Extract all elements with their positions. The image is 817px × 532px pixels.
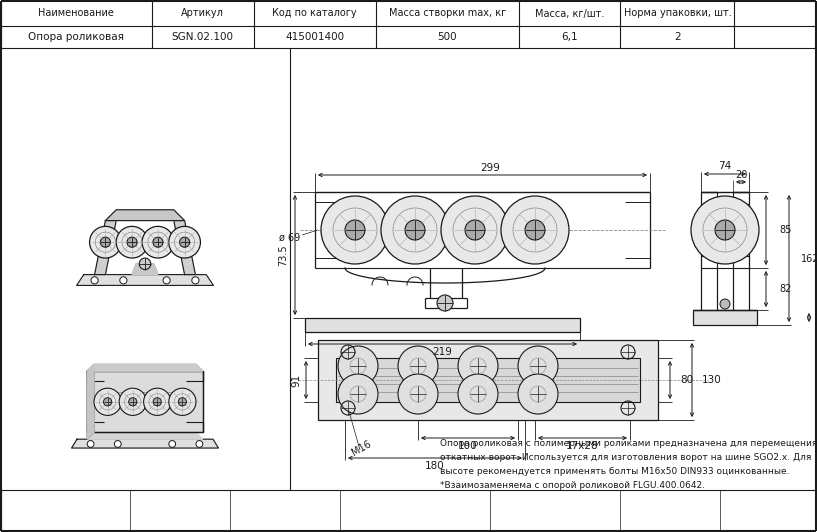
Text: 299: 299 [480,163,500,173]
Circle shape [691,196,759,264]
Circle shape [465,220,485,240]
Circle shape [441,196,509,264]
Circle shape [338,374,378,414]
Circle shape [180,237,190,247]
Polygon shape [95,221,116,275]
Text: Масса, кг/шт.: Масса, кг/шт. [535,9,604,19]
Text: 219: 219 [432,347,453,357]
Polygon shape [174,221,195,275]
Circle shape [163,277,170,284]
Circle shape [114,440,121,447]
Text: Норма упаковки, шт.: Норма упаковки, шт. [623,9,731,19]
Text: 17x28: 17x28 [565,441,598,451]
Bar [318,340,658,420]
Circle shape [345,220,365,240]
Polygon shape [87,364,203,371]
Text: 20: 20 [734,170,748,180]
Circle shape [381,196,449,264]
Bar [305,318,580,332]
Text: 91: 91 [291,373,301,387]
Circle shape [715,220,735,240]
Text: Масса створки max, кг: Масса створки max, кг [389,9,506,19]
Circle shape [518,374,558,414]
Circle shape [129,398,136,406]
Text: 80: 80 [680,375,693,385]
Bar [336,358,640,402]
Polygon shape [77,275,213,285]
Text: 2: 2 [674,32,681,42]
Circle shape [501,196,569,264]
Circle shape [338,346,378,386]
Bar [87,371,203,433]
Text: Артикул: Артикул [181,9,224,19]
Circle shape [720,299,730,309]
Circle shape [169,226,200,258]
Circle shape [94,388,121,415]
Circle shape [525,220,545,240]
Bar [693,310,757,325]
Text: высоте рекомендуется применять болты M16x50 DIN933 оцинкованные.: высоте рекомендуется применять болты M16… [440,468,789,477]
Circle shape [398,346,438,386]
Circle shape [87,440,94,447]
Circle shape [405,220,425,240]
Text: Опора роликовая: Опора роликовая [29,32,124,42]
Circle shape [169,440,176,447]
Circle shape [178,398,186,406]
Text: 415001400: 415001400 [285,32,344,42]
Circle shape [169,388,196,415]
Circle shape [127,237,137,247]
Circle shape [153,237,163,247]
Circle shape [192,277,199,284]
Circle shape [119,388,146,415]
Text: 130: 130 [702,375,721,385]
Text: 180: 180 [425,461,445,471]
Text: 74: 74 [718,161,732,171]
Text: 100: 100 [458,441,478,451]
Circle shape [144,388,171,415]
Circle shape [142,226,174,258]
Text: 162: 162 [801,254,817,263]
Circle shape [104,398,112,406]
Circle shape [321,196,389,264]
Circle shape [139,258,151,270]
Circle shape [91,277,98,284]
Polygon shape [87,364,94,439]
Text: откатных ворот. Используется для изготовления ворот на шине SGO2.x. Для регулиро: откатных ворот. Используется для изготов… [440,453,817,462]
Text: SGN.02.100: SGN.02.100 [172,32,234,42]
Circle shape [90,226,121,258]
Text: 82: 82 [779,284,792,294]
Text: 85: 85 [779,225,792,235]
Circle shape [518,346,558,386]
Circle shape [398,374,438,414]
Text: 73.5: 73.5 [278,244,288,266]
Text: 500: 500 [437,32,457,42]
Circle shape [153,398,161,406]
Text: Опора роликовая с полимерными роликами предназначена для перемещения створки сам: Опора роликовая с полимерными роликами п… [440,439,817,448]
Text: *Взаимозаменяема с опорой роликовой FLGU.400.0642.: *Взаимозаменяема с опорой роликовой FLGU… [440,481,705,491]
Circle shape [116,226,148,258]
Polygon shape [72,439,218,448]
Text: 6,1: 6,1 [561,32,578,42]
Circle shape [458,346,498,386]
Circle shape [100,237,110,247]
Text: ø 69: ø 69 [279,233,300,243]
Text: Код по каталогу: Код по каталогу [272,9,357,19]
Text: M16: M16 [350,438,373,458]
Circle shape [458,374,498,414]
Circle shape [196,440,203,447]
Polygon shape [87,433,203,439]
Circle shape [437,295,453,311]
Circle shape [120,277,127,284]
Polygon shape [132,264,158,275]
Text: Наименование: Наименование [38,9,114,19]
Polygon shape [105,210,185,221]
